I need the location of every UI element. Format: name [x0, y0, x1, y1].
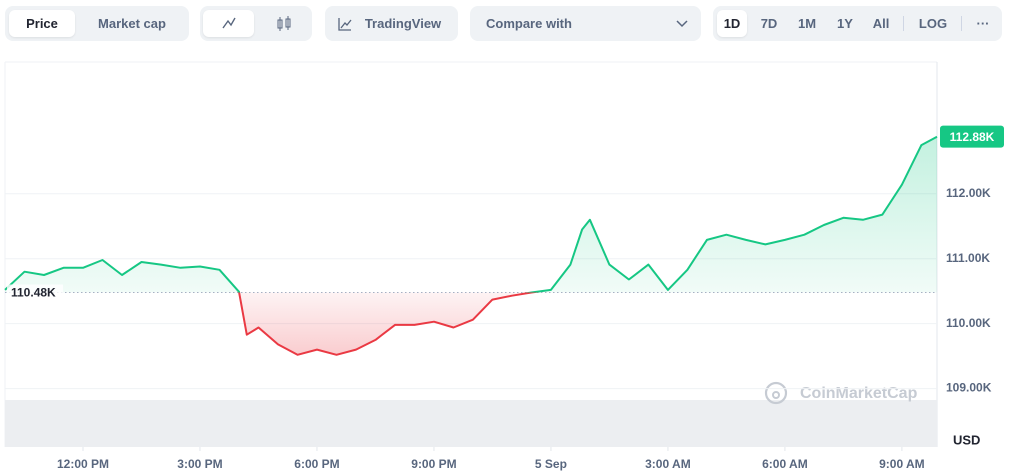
range-group: 1D 7D 1M 1Y All LOG ··· [713, 6, 1002, 41]
baseline-label: 110.48K [11, 286, 56, 300]
separator [903, 16, 904, 31]
range-button[interactable]: 1D [717, 10, 747, 37]
candle-icon [277, 16, 291, 31]
baseline-label-bg [7, 284, 63, 301]
compare-dropdown[interactable]: Compare with [470, 6, 701, 41]
x-tick-label: 9:00 AM [879, 457, 925, 471]
candle-style-button[interactable] [258, 10, 309, 37]
tab[interactable]: Market cap [98, 16, 166, 31]
range-button[interactable]: 7D [760, 16, 778, 31]
range-button[interactable]: 1Y [837, 16, 853, 31]
chart-style-group [200, 6, 312, 41]
watermark-logo [764, 381, 788, 405]
tradingview-label: TradingView [364, 16, 442, 31]
y-tick-label: 109.00K [946, 381, 992, 395]
watermark: CoinMarketCap [800, 385, 918, 402]
more-button[interactable]: ··· [976, 16, 990, 31]
x-tick-label: 3:00 AM [645, 457, 691, 471]
range-button[interactable]: 1M [797, 16, 817, 31]
tradingview-icon [338, 18, 352, 31]
log-button[interactable]: LOG [918, 16, 948, 31]
chevron-icon [676, 20, 688, 28]
x-tick-label: 5 Sep [535, 457, 567, 471]
compare-label: Compare with [486, 16, 572, 31]
x-tick-label: 12:00 PM [57, 457, 109, 471]
tradingview-button[interactable]: TradingView [325, 6, 458, 41]
x-tick-label: 6:00 AM [762, 457, 808, 471]
price-line [4, 135, 938, 356]
line-icon [222, 17, 236, 29]
y-tick-label: 110.00K [946, 316, 991, 330]
x-tick-label: 9:00 PM [411, 457, 456, 471]
separator [961, 16, 962, 31]
line-style-button[interactable] [203, 10, 254, 37]
currency-label: USD [953, 432, 980, 447]
range-button[interactable]: All [872, 16, 890, 31]
y-tick-label: 112.00K [946, 186, 991, 200]
tab-group: Price Market cap [5, 6, 189, 41]
current-price-bg [940, 125, 1004, 148]
volume-band [5, 400, 937, 447]
tab[interactable]: Price [9, 10, 75, 37]
current-price-label: 112.88K [950, 130, 995, 144]
y-tick-label: 111.00K [946, 251, 990, 265]
area [5, 136, 937, 355]
x-tick-label: 6:00 PM [294, 457, 339, 471]
x-tick-label: 3:00 PM [177, 457, 222, 471]
